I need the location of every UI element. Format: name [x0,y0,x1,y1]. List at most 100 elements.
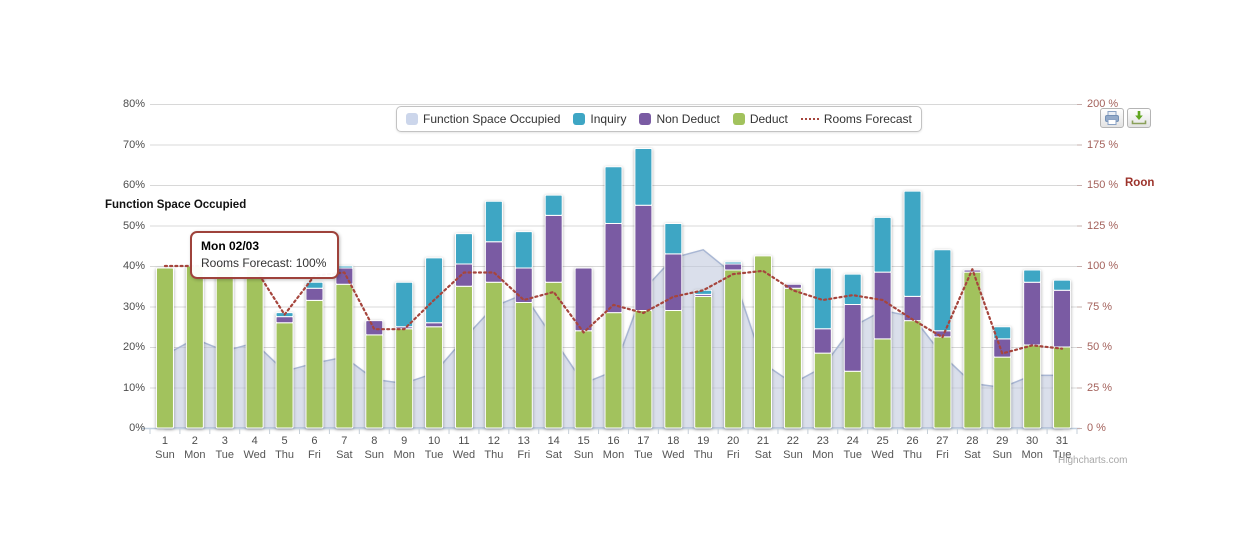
bar-segment-deduct-day-5[interactable] [275,322,294,429]
bar-segment-non-deduct-day-13[interactable] [514,267,533,303]
bar-segment-deduct-day-29[interactable] [993,356,1012,429]
function-space-occupied-area[interactable] [164,249,1063,429]
legend-item-non-deduct[interactable]: Non Deduct [639,112,720,126]
bar-segment-non-deduct-day-5[interactable] [275,316,294,324]
bar-segment-inquiry-day-31[interactable] [1053,279,1072,291]
x-axis-label-day-23: 23 Mon [812,435,834,461]
bar-segment-non-deduct-day-16[interactable] [604,222,623,314]
bar-segment-non-deduct-day-30[interactable] [1023,281,1042,346]
bar-segment-non-deduct-day-31[interactable] [1053,289,1072,348]
bar-segment-deduct-day-3[interactable] [215,265,234,429]
x-axis-label-day-30: 30 Mon [1021,435,1043,461]
bar-segment-deduct-day-24[interactable] [843,370,862,429]
bar-segment-non-deduct-day-25[interactable] [873,271,892,340]
bar-segment-deduct-day-14[interactable] [544,281,563,429]
bar-segment-non-deduct-day-18[interactable] [664,253,683,312]
bar-segment-deduct-day-10[interactable] [425,326,444,429]
legend-item-deduct[interactable]: Deduct [732,112,788,126]
bar-segment-deduct-day-31[interactable] [1053,346,1072,429]
bar-column-day-13 [514,231,533,429]
bar-segment-deduct-day-16[interactable] [604,312,623,429]
bar-segment-non-deduct-day-29[interactable] [993,338,1012,358]
bar-segment-inquiry-day-11[interactable] [454,233,473,265]
bar-segment-non-deduct-day-26[interactable] [903,295,922,322]
bar-segment-deduct-day-23[interactable] [813,352,832,429]
bar-segment-inquiry-day-13[interactable] [514,231,533,269]
bar-segment-non-deduct-day-11[interactable] [454,263,473,287]
bar-segment-deduct-day-11[interactable] [454,285,473,429]
bar-segment-deduct-day-28[interactable] [963,271,982,429]
download-chart-button[interactable] [1127,108,1151,128]
bar-segment-inquiry-day-12[interactable] [484,200,503,243]
bar-segment-inquiry-day-14[interactable] [544,194,563,216]
bar-segment-deduct-day-8[interactable] [365,334,384,429]
bar-segment-inquiry-day-30[interactable] [1023,269,1042,283]
bar-segment-deduct-day-4[interactable] [245,267,264,429]
legend-marker-dotted-line-icon [800,118,819,120]
legend-item-rooms-forecast[interactable]: Rooms Forecast [800,112,912,126]
bar-segment-non-deduct-day-20[interactable] [724,263,743,271]
bar-segment-deduct-day-21[interactable] [754,255,773,429]
y-axis-right-label: 175 % [1087,138,1119,151]
x-axis-label-day-12: 12 Thu [484,435,504,461]
bar-segment-non-deduct-day-12[interactable] [484,241,503,283]
bar-segment-inquiry-day-20[interactable] [724,261,743,265]
bar-segment-non-deduct-day-10[interactable] [425,322,444,328]
x-axis-label-day-21: 21 Sat [754,435,772,461]
bar-segment-non-deduct-day-17[interactable] [634,204,653,312]
x-axis-label-day-5: 5 Thu [275,435,295,461]
bar-segment-inquiry-day-9[interactable] [395,281,414,328]
x-axis-label-day-1: 1 Sun [155,435,175,461]
bar-segment-deduct-day-6[interactable] [305,299,324,429]
bar-segment-deduct-day-27[interactable] [933,336,952,429]
bar-segment-deduct-day-13[interactable] [514,301,533,429]
bar-segment-inquiry-day-17[interactable] [634,148,653,206]
legend-item-function-space-occupied[interactable]: Function Space Occupied [406,112,560,126]
legend-item-inquiry[interactable]: Inquiry [573,112,626,126]
bar-column-day-14 [544,194,563,429]
x-axis-label-day-2: 2 Mon [184,435,206,461]
bar-segment-inquiry-day-26[interactable] [903,190,922,297]
x-axis-label-day-25: 25 Wed [871,435,894,461]
x-axis-label-day-11: 11 Wed [452,435,476,461]
print-icon [1105,111,1119,125]
bar-segment-non-deduct-day-22[interactable] [783,283,802,289]
print-chart-button[interactable] [1100,108,1124,128]
bar-column-day-27 [933,249,952,429]
x-axis-label-day-8: 8 Sun [364,435,385,461]
bar-segment-deduct-day-2[interactable] [185,265,204,429]
bar-segment-inquiry-day-27[interactable] [933,249,952,332]
bar-segment-deduct-day-30[interactable] [1023,344,1042,429]
legend-marker-square-icon [406,113,418,125]
bar-segment-inquiry-day-29[interactable] [993,326,1012,340]
bar-segment-inquiry-day-10[interactable] [425,257,444,324]
bar-segment-deduct-day-22[interactable] [783,287,802,429]
y-axis-right-title: Roon [1125,177,1155,189]
bar-segment-non-deduct-day-14[interactable] [544,214,563,283]
bar-segment-deduct-day-17[interactable] [634,310,653,429]
bar-segment-deduct-day-19[interactable] [694,295,713,429]
bar-segment-inquiry-day-18[interactable] [664,222,683,255]
bar-column-day-1 [155,267,174,429]
credits-link[interactable]: Highcharts.com [1058,455,1128,466]
bar-segment-deduct-day-9[interactable] [395,328,414,429]
bar-segment-non-deduct-day-6[interactable] [305,287,324,301]
bar-segment-deduct-day-18[interactable] [664,310,683,429]
bar-segment-deduct-day-25[interactable] [873,338,892,429]
bar-segment-non-deduct-day-24[interactable] [843,303,862,372]
bar-column-day-29 [993,326,1012,429]
bar-segment-inquiry-day-24[interactable] [843,273,862,305]
bar-segment-deduct-day-20[interactable] [724,269,743,429]
bar-segment-non-deduct-day-15[interactable] [574,267,593,332]
bar-segment-deduct-day-26[interactable] [903,320,922,429]
bar-segment-deduct-day-1[interactable] [155,267,174,429]
bar-segment-inquiry-day-16[interactable] [604,166,623,224]
bar-segment-deduct-day-15[interactable] [574,330,593,429]
bar-segment-deduct-day-7[interactable] [335,283,354,429]
bar-segment-deduct-day-12[interactable] [484,281,503,429]
bar-segment-non-deduct-day-23[interactable] [813,328,832,354]
bar-segment-inquiry-day-25[interactable] [873,216,892,273]
legend-marker-square-icon [573,113,586,125]
bar-column-day-8 [365,320,384,429]
